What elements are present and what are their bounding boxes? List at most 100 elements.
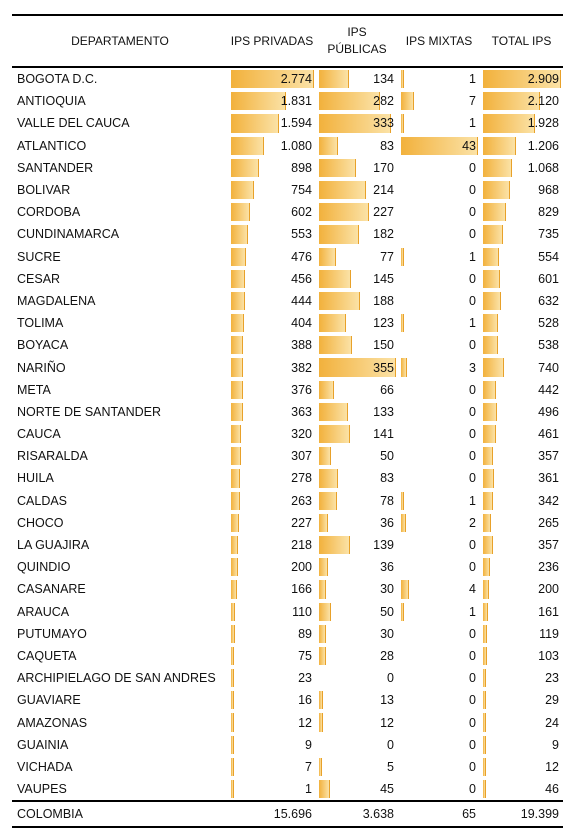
cell-publicas: 45	[316, 778, 398, 801]
data-bar-privadas	[231, 580, 237, 599]
data-bar-publicas	[319, 624, 327, 643]
row-departamento: LA GUAJIRA	[17, 538, 90, 553]
table-row: TOLIMA 404 123 1 528	[12, 312, 563, 334]
cell-privadas: 1.080	[228, 135, 316, 157]
table-row: LA GUAJIRA 218 139 0 357	[12, 534, 563, 556]
cell-publicas: 214	[316, 179, 398, 201]
cell-publicas: 30	[316, 578, 398, 600]
row-departamento: HUILA	[17, 471, 54, 486]
value-publicas: 150	[373, 338, 394, 353]
cell-publicas: 150	[316, 334, 398, 356]
data-bar-privadas	[231, 624, 235, 643]
data-bar-publicas	[319, 469, 338, 488]
data-bar-privadas	[231, 136, 264, 155]
value-publicas: 0	[387, 737, 394, 752]
row-departamento: SANTANDER	[17, 160, 94, 175]
row-departamento: CHOCO	[17, 515, 64, 530]
cell-privadas: 754	[228, 179, 316, 201]
cell-total: 601	[480, 268, 563, 290]
value-publicas: 214	[373, 183, 394, 198]
cell-publicas: 50	[316, 445, 398, 467]
table-row: NARIÑO 382 355 3 740	[12, 356, 563, 378]
value-mixtas: 43	[462, 138, 476, 153]
data-bar-privadas	[231, 691, 234, 710]
cell-mixtas: 0	[398, 179, 480, 201]
cell-privadas: 382	[228, 356, 316, 378]
data-bar-total	[483, 669, 486, 688]
data-bar-total	[483, 269, 500, 288]
ips-table: DEPARTAMENTO IPS PRIVADAS IPS PÚBLICAS I…	[12, 14, 563, 828]
value-mixtas: 0	[469, 271, 476, 286]
value-privadas: 89	[298, 626, 312, 641]
data-bar-privadas	[231, 558, 238, 577]
value-mixtas: 1	[469, 116, 476, 131]
cell-publicas: 12	[316, 711, 398, 733]
data-bar-total	[483, 535, 494, 555]
data-bar-total	[483, 358, 504, 377]
cell-total: 357	[480, 445, 563, 467]
value-total: 161	[538, 604, 559, 619]
cell-total: 740	[480, 356, 563, 378]
data-bar-total	[483, 203, 506, 222]
data-bar-publicas	[319, 602, 331, 621]
cell-privadas: 1.594	[228, 112, 316, 134]
value-total: 554	[538, 249, 559, 264]
data-bar-total	[483, 691, 486, 710]
value-mixtas: 0	[469, 183, 476, 198]
value-total: 103	[538, 648, 559, 663]
data-bar-privadas	[231, 757, 234, 776]
data-bar-publicas	[319, 291, 361, 311]
value-privadas: 307	[291, 449, 312, 464]
cell-mixtas: 0	[398, 645, 480, 667]
value-mixtas: 0	[469, 693, 476, 708]
data-bar-publicas	[319, 491, 337, 510]
row-departamento: BOLIVAR	[17, 183, 71, 198]
row-departamento: ANTIOQUIA	[17, 94, 86, 109]
value-total: 1.206	[527, 138, 559, 153]
value-total: 342	[538, 493, 559, 508]
value-privadas: 476	[291, 249, 312, 264]
cell-privadas: 2.774	[228, 67, 316, 90]
value-mixtas: 0	[469, 382, 476, 397]
value-publicas: 12	[380, 715, 394, 730]
value-publicas: 77	[380, 249, 394, 264]
cell-privadas: 9	[228, 734, 316, 756]
cell-total: 23	[480, 667, 563, 689]
cell-mixtas: 0	[398, 689, 480, 711]
value-total: 1.068	[527, 160, 559, 175]
value-total: 357	[538, 449, 559, 464]
data-bar-mixtas	[401, 114, 404, 133]
cell-total: 528	[480, 312, 563, 334]
cell-total: 9	[480, 734, 563, 756]
value-privadas: 227	[291, 515, 312, 530]
table-row: CALDAS 263 78 1 342	[12, 490, 563, 512]
data-bar-total	[483, 180, 510, 200]
value-privadas: 166	[291, 582, 312, 597]
cell-publicas: 66	[316, 379, 398, 401]
cell-mixtas: 1	[398, 312, 480, 334]
value-mixtas: 0	[469, 449, 476, 464]
value-mixtas: 0	[469, 227, 476, 242]
value-privadas: 382	[291, 360, 312, 375]
data-bar-publicas	[319, 180, 366, 200]
cell-total: 361	[480, 467, 563, 489]
row-departamento: VAUPES	[17, 782, 67, 797]
row-departamento: CAUCA	[17, 427, 61, 442]
cell-publicas: 182	[316, 223, 398, 245]
data-bar-publicas	[319, 269, 352, 288]
data-bar-publicas	[319, 713, 323, 732]
value-privadas: 456	[291, 271, 312, 286]
table-row: NORTE DE SANTANDER 363 133 0 496	[12, 401, 563, 423]
cell-mixtas: 43	[398, 135, 480, 157]
data-bar-total	[483, 646, 487, 666]
header-ips-privadas: IPS PRIVADAS	[230, 33, 314, 48]
cell-privadas: 1	[228, 778, 316, 801]
cell-publicas: 170	[316, 157, 398, 179]
cell-publicas: 30	[316, 623, 398, 645]
data-bar-privadas	[231, 158, 259, 177]
cell-mixtas: 1	[398, 490, 480, 512]
row-departamento: QUINDIO	[17, 560, 71, 575]
cell-publicas: 36	[316, 556, 398, 578]
table-row: ATLANTICO 1.080 83 43 1.206	[12, 135, 563, 157]
data-bar-privadas	[231, 180, 255, 200]
